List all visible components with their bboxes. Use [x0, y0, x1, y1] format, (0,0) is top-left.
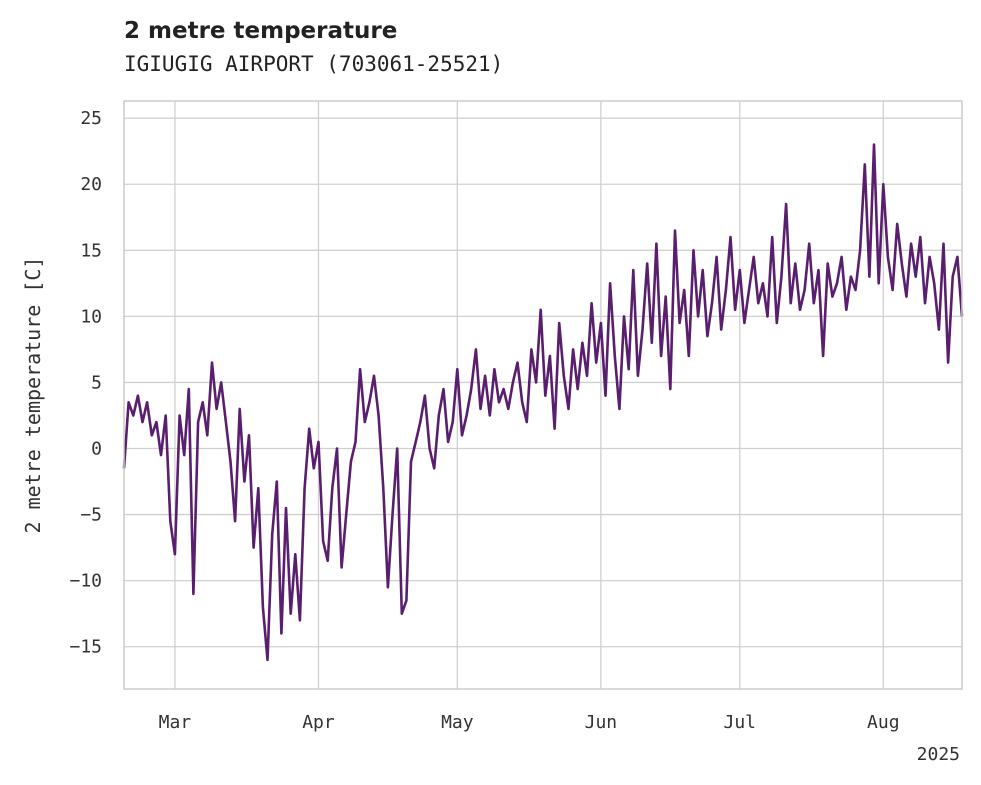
y-tick-label: 15 [80, 240, 102, 261]
grid-lines [124, 101, 962, 689]
y-axis-label: 2 metre temperature [C] [21, 257, 45, 534]
x-axis-year-label: 2025 [917, 744, 960, 765]
x-tick-label: Jun [585, 712, 618, 733]
y-tick-label: −10 [69, 571, 102, 592]
y-tick-label: 5 [91, 372, 102, 393]
x-tick-label: Jul [724, 712, 757, 733]
temperature-series-line [122, 143, 964, 662]
y-axis-ticks: −15 −10 −5 0 5 10 15 20 25 [69, 108, 102, 658]
x-axis-ticks: Mar Apr May Jun Jul Aug [159, 712, 900, 733]
x-tick-label: Apr [302, 712, 335, 733]
x-tick-label: May [441, 712, 474, 733]
y-tick-label: 0 [91, 439, 102, 460]
y-tick-label: 25 [80, 108, 102, 129]
y-tick-label: −5 [80, 505, 102, 526]
series-layer [122, 143, 964, 662]
chart-title: 2 metre temperature [124, 18, 398, 44]
x-tick-label: Aug [867, 712, 900, 733]
plot-frame [123, 100, 963, 690]
x-tick-label: Mar [159, 712, 192, 733]
chart-subtitle: IGIUGIG AIRPORT (703061-25521) [124, 52, 504, 76]
y-tick-label: 20 [80, 174, 102, 195]
y-tick-label: −15 [69, 637, 102, 658]
y-tick-label: 10 [80, 306, 102, 327]
